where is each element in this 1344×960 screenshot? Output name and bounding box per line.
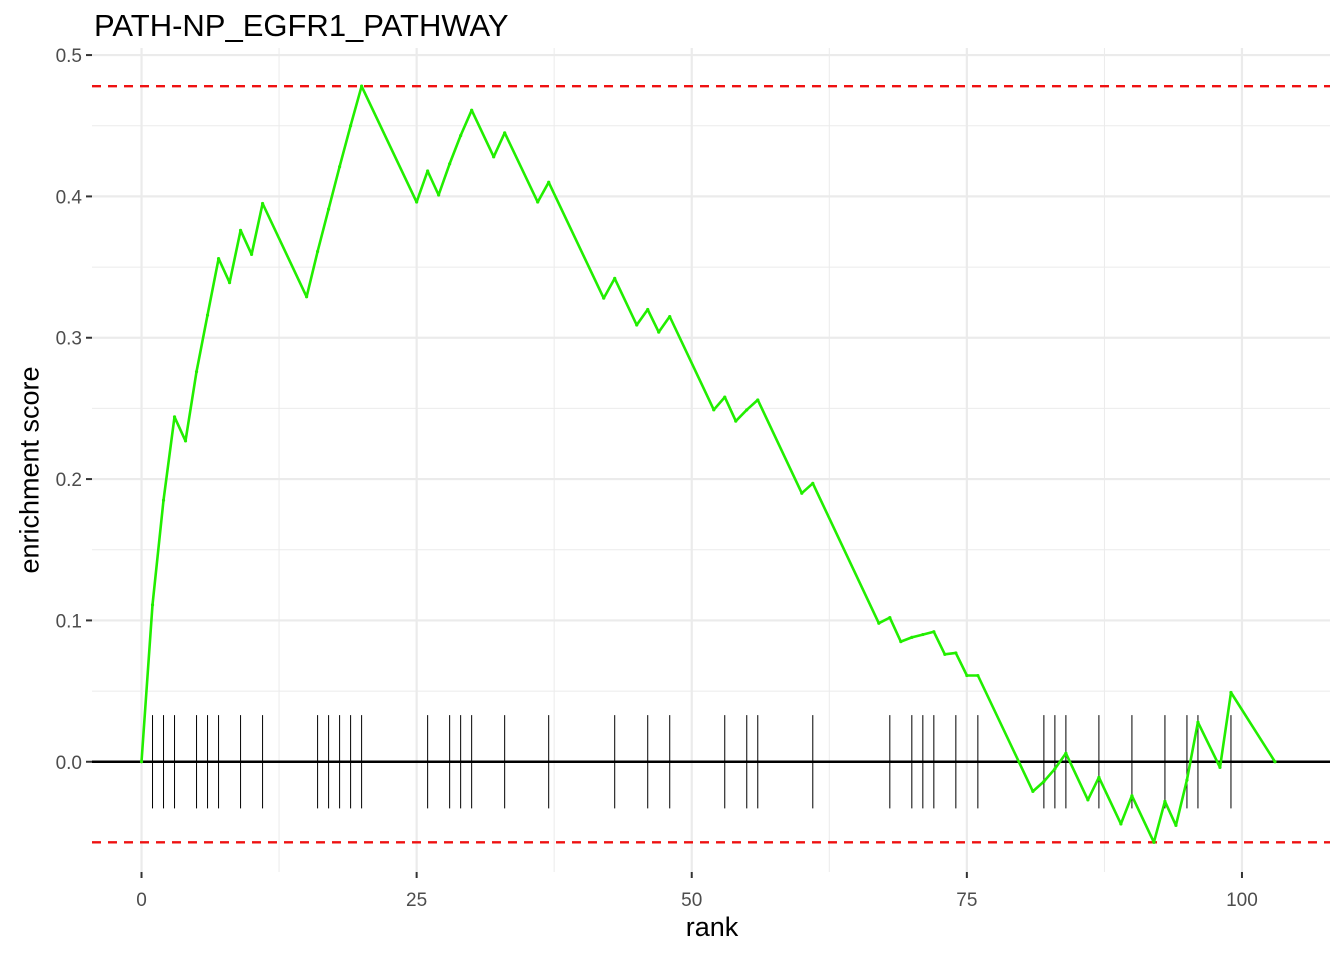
enrichment-point [437, 193, 441, 197]
enrichment-point [877, 621, 881, 625]
enrichment-point [1229, 690, 1233, 695]
enrichment-point [1053, 767, 1057, 771]
enrichment-point [965, 673, 969, 678]
y-axis-ticks: 0.0 0.1 0.2 0.3 0.4 0.5 [56, 46, 92, 774]
enrichment-point [734, 419, 738, 423]
enrichment-point [304, 295, 309, 299]
enrichment-point [932, 630, 936, 634]
enrichment-point [921, 632, 925, 637]
enrichment-point [139, 760, 144, 764]
enrichment-point [448, 162, 452, 166]
enrichment-point [954, 651, 958, 655]
enrichment-point [1152, 840, 1156, 844]
x-tick-label: 0 [136, 890, 147, 911]
enrichment-point [216, 256, 221, 261]
enrichment-point [1086, 798, 1090, 802]
enrichment-point [910, 635, 914, 639]
threshold-lines [92, 84, 1330, 844]
chart-title: PATH-NP_EGFR1_PATHWAY [94, 8, 509, 43]
enrichment-point [976, 673, 980, 678]
enrichment-point [1185, 778, 1189, 782]
x-tick-label: 25 [406, 890, 427, 911]
enrichment-point [183, 439, 188, 443]
enrichment-point [723, 395, 727, 399]
y-tick-label: 0.1 [56, 611, 82, 632]
enrichment-point [1163, 799, 1167, 803]
enrichment-point [1174, 823, 1178, 827]
enrichment-point [1273, 760, 1277, 764]
enrichment-point [172, 415, 177, 419]
enrichment-point [415, 200, 419, 204]
x-axis-label: rank [685, 912, 739, 942]
enrichment-point [238, 228, 243, 232]
enrichment-point [1042, 779, 1046, 784]
enrichment-point [227, 281, 232, 285]
x-tick-label: 50 [681, 890, 702, 911]
enrichment-point [712, 408, 716, 412]
y-axis-label: enrichment score [14, 366, 45, 574]
y-tick-label: 0.3 [56, 329, 82, 350]
enrichment-point [338, 165, 342, 169]
enrichment-point [260, 201, 265, 206]
grid-lines [92, 48, 1330, 872]
enrichment-point [756, 398, 760, 402]
enrichment-point [646, 307, 650, 312]
enrichment-point [635, 323, 639, 327]
x-tick-label: 75 [956, 890, 977, 911]
enrichment-point [745, 408, 749, 412]
enrichment-point [657, 330, 661, 334]
enrichment-point [547, 180, 551, 184]
enrichment-point [315, 249, 320, 254]
enrichment-point [602, 296, 606, 300]
enrichment-point [150, 603, 155, 607]
enrichment-point [943, 652, 947, 656]
enrichment-point [194, 370, 199, 374]
enrichment-point [249, 252, 254, 256]
enrichment-series [139, 84, 1277, 844]
enrichment-point [613, 276, 617, 280]
enrichment-point [1196, 720, 1200, 724]
enrichment-point [1119, 822, 1123, 826]
y-tick-label: 0.5 [56, 46, 82, 67]
enrichment-point [668, 314, 672, 319]
enrichment-point [326, 207, 331, 211]
gene-rug-marks [152, 715, 1232, 809]
enrichment-point [426, 169, 430, 173]
x-axis-ticks: 0 25 50 75 100 [136, 872, 1258, 911]
x-tick-label: 100 [1226, 890, 1258, 911]
enrichment-point [459, 134, 463, 138]
enrichment-point [888, 615, 892, 620]
enrichment-point [1031, 789, 1035, 794]
enrichment-point [1064, 751, 1068, 755]
enrichment-point [205, 313, 210, 317]
enrichment-point [161, 498, 166, 502]
enrichment-point [503, 131, 507, 135]
y-tick-label: 0.0 [56, 753, 82, 774]
y-tick-label: 0.4 [56, 187, 83, 208]
y-tick-label: 0.2 [56, 470, 82, 491]
enrichment-point [470, 108, 474, 112]
enrichment-point [1097, 775, 1101, 779]
enrichment-point [811, 481, 815, 485]
enrichment-point [800, 491, 804, 495]
enrichment-point [349, 124, 353, 128]
enrichment-point [899, 640, 903, 644]
enrichment-point [492, 155, 496, 159]
enrichment-score-line [140, 84, 1277, 844]
enrichment-point [1130, 794, 1134, 798]
enrichment-point [360, 84, 364, 88]
enrichment-point [536, 200, 540, 204]
enrichment-point [1218, 765, 1222, 770]
